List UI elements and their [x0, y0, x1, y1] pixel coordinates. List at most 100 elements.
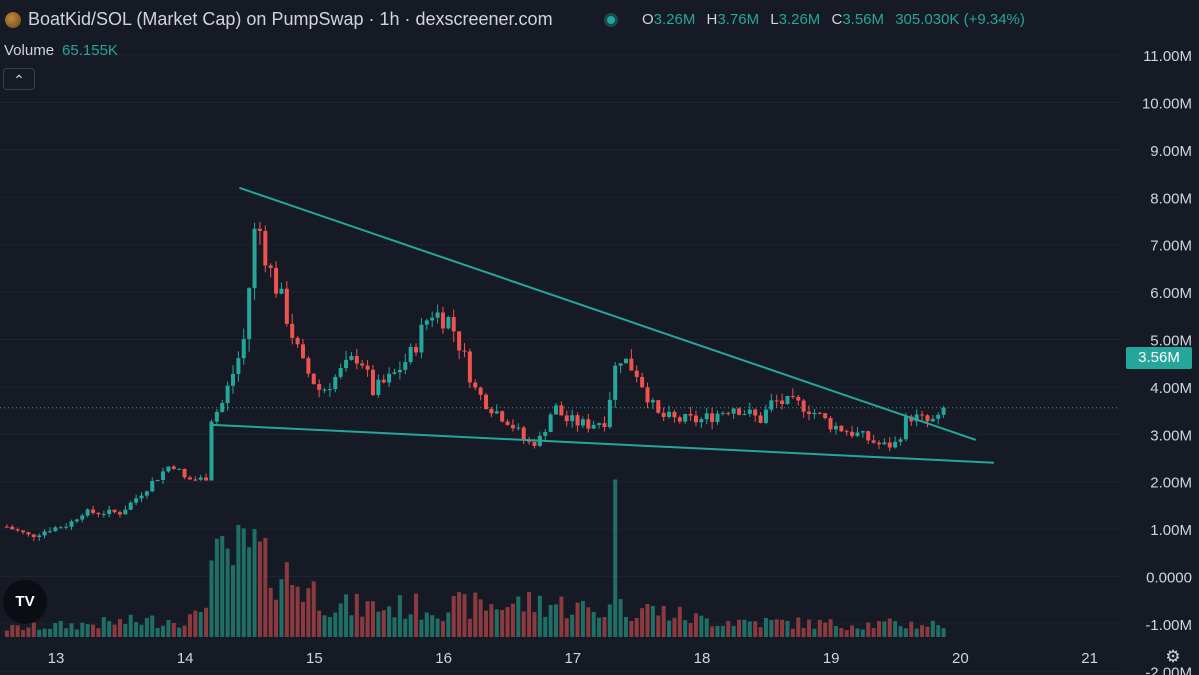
volume-bar	[252, 529, 257, 637]
volume-bar	[58, 620, 63, 637]
volume-bar	[823, 622, 828, 637]
tradingview-logo[interactable]: TV	[3, 580, 47, 624]
candle-body	[844, 431, 849, 433]
candle-body	[354, 356, 359, 364]
candle-body	[903, 416, 908, 440]
volume-bar	[936, 625, 941, 637]
volume-bar	[570, 614, 575, 637]
y-tick-label: 8.00M	[1150, 190, 1192, 207]
collapse-legend-button[interactable]: ⌃	[3, 68, 35, 90]
candle-body	[866, 431, 871, 441]
candle-body	[225, 385, 230, 404]
candle-body	[117, 512, 122, 515]
volume-bar	[564, 618, 569, 637]
candle-body	[763, 409, 768, 423]
candle-body	[909, 416, 914, 422]
volume-bar	[193, 610, 198, 637]
candle-body	[53, 527, 58, 532]
y-tick-label: 2.00M	[1150, 475, 1192, 492]
volume-bar	[4, 630, 9, 637]
candle-body	[564, 415, 569, 422]
low-key: L	[770, 11, 779, 28]
volume-bar	[10, 624, 15, 637]
volume-bar	[785, 620, 790, 637]
volume-bar	[930, 620, 935, 637]
candle-body	[828, 418, 833, 430]
candle-body	[887, 442, 892, 448]
candle-body	[171, 466, 176, 469]
candle-body	[823, 413, 828, 419]
candle-body	[327, 389, 332, 391]
candle-body	[414, 346, 419, 353]
y-tick-label: 10.00M	[1142, 96, 1192, 113]
volume-bar	[833, 625, 838, 637]
chevron-up-icon: ⌃	[13, 72, 25, 88]
candle-body	[882, 442, 887, 445]
market-status-icon[interactable]	[604, 13, 618, 27]
y-axis[interactable]: 11.00M 10.00M 9.00M 8.00M 7.00M 6.00M 5.00M 4.0…	[1142, 48, 1192, 675]
candle-body	[704, 413, 709, 420]
current-price-label: 3.56M	[1126, 347, 1192, 369]
volume-bar	[117, 619, 122, 637]
volume-bar	[532, 612, 537, 637]
volume-bar	[500, 609, 505, 637]
candle-body	[494, 411, 499, 414]
volume-bar	[489, 604, 494, 637]
candle-body	[101, 514, 106, 516]
candle-body	[42, 531, 47, 536]
volume-bar	[349, 615, 354, 637]
volume-bar	[683, 620, 688, 637]
volume-bar	[543, 616, 548, 637]
candle-body	[204, 477, 209, 481]
volume-bar	[704, 618, 709, 637]
candle-body	[484, 394, 489, 409]
volume-bar	[925, 626, 930, 637]
volume-bar	[494, 609, 499, 637]
candle-body	[112, 509, 117, 513]
volume-bar	[850, 625, 855, 637]
gear-icon[interactable]: ⚙	[1165, 647, 1181, 666]
change-value: 305.030K (+9.34%)	[895, 11, 1025, 28]
candle-body	[155, 479, 160, 482]
candle-body	[850, 431, 855, 436]
candle-body	[64, 526, 69, 528]
volume-bar	[300, 601, 305, 637]
volume-bar	[677, 606, 682, 637]
x-axis[interactable]: 13 14 15 16 17 18 19 20 21	[48, 650, 1098, 667]
volume-bar	[920, 625, 925, 637]
volume-bar	[812, 628, 817, 637]
candle-body	[683, 413, 688, 422]
volume-bar	[602, 616, 607, 637]
candle-body	[521, 427, 526, 440]
candle-body	[365, 365, 370, 370]
candle-body	[796, 396, 801, 401]
volume-bar	[726, 620, 731, 637]
volume-bar	[548, 604, 553, 637]
high-value: 3.76M	[717, 11, 760, 28]
candle-body	[667, 411, 672, 417]
candles	[4, 221, 946, 542]
candle-body	[548, 414, 553, 433]
candle-body	[753, 409, 758, 416]
candle-body	[478, 387, 483, 395]
volume-bar	[279, 579, 284, 637]
volume-bar	[204, 607, 209, 637]
candle-body	[575, 415, 580, 426]
volume-bar	[80, 622, 85, 637]
candle-body	[139, 495, 144, 499]
candle-body	[150, 481, 155, 492]
candle-body	[279, 288, 284, 294]
x-tick-label: 14	[177, 650, 194, 667]
volume-bar	[516, 596, 521, 637]
candle-body	[898, 439, 903, 442]
volume-bar	[42, 628, 47, 637]
trendline	[212, 423, 995, 464]
candle-body	[914, 414, 919, 422]
volume-bar	[274, 599, 279, 637]
volume-bar	[914, 628, 919, 637]
volume-bar	[462, 594, 467, 637]
volume-bar	[623, 616, 628, 637]
volume-bar	[284, 562, 289, 637]
candle-body	[392, 372, 397, 374]
